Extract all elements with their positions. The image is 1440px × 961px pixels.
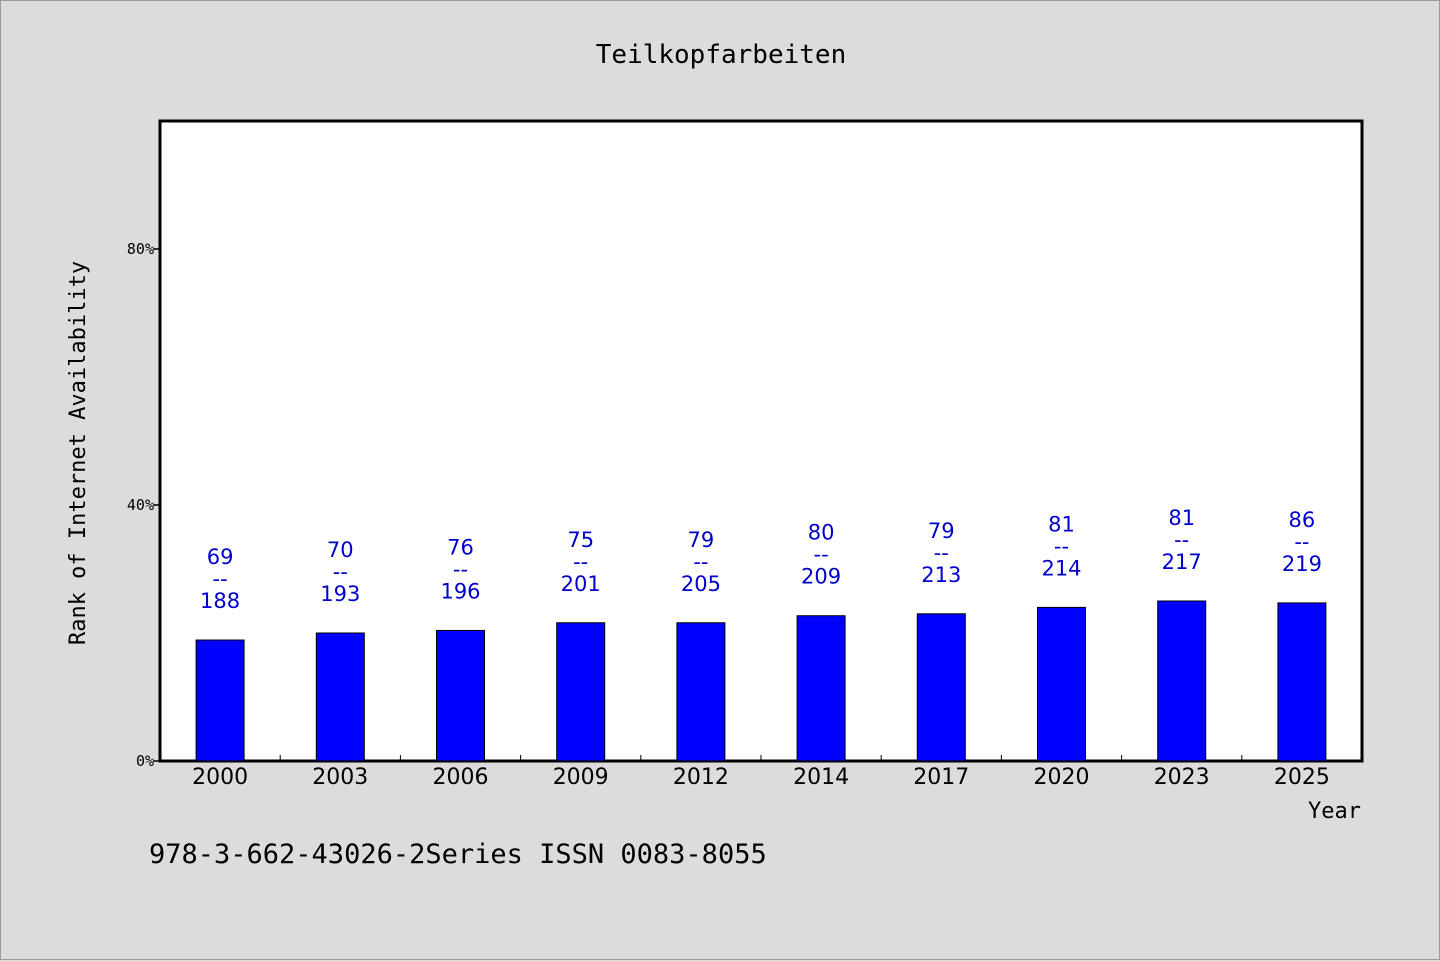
data-label-separator: -- xyxy=(333,560,348,584)
x-tick-label: 2023 xyxy=(1154,765,1210,790)
data-label-bottom: 213 xyxy=(921,563,961,587)
bars xyxy=(195,600,1327,762)
data-label-separator: -- xyxy=(1054,534,1069,558)
x-tick-label: 2014 xyxy=(793,765,849,790)
data-label-separator: -- xyxy=(453,557,468,581)
data-label-bottom: 217 xyxy=(1162,550,1202,574)
data-label-separator: -- xyxy=(1294,530,1309,554)
footer-text: 978-3-662-43026-2Series ISSN 0083-8055 xyxy=(149,839,767,870)
x-tick-label: 2025 xyxy=(1274,765,1330,790)
data-label-bottom: 209 xyxy=(801,565,841,589)
data-label-top: 70 xyxy=(327,538,354,562)
y-tick-label: 80% xyxy=(127,240,154,258)
y-tick-label: 0% xyxy=(136,752,154,770)
data-label-top: 81 xyxy=(1048,512,1075,536)
data-label-separator: -- xyxy=(213,567,228,591)
data-label-separator: -- xyxy=(814,543,829,567)
y-tick-label: 40% xyxy=(127,496,154,514)
data-label-bottom: 188 xyxy=(200,589,240,613)
data-label-top: 75 xyxy=(567,528,594,552)
x-tick-label: 2012 xyxy=(673,765,729,790)
bar-2006 xyxy=(436,629,485,762)
chart-title: Teilkopfarbeiten xyxy=(596,40,846,70)
data-label-top: 80 xyxy=(808,521,835,545)
data-labels: 69--18870--19376--19675--20179--20580--2… xyxy=(200,506,1322,613)
data-label-bottom: 196 xyxy=(440,579,480,603)
data-label-bottom: 219 xyxy=(1282,552,1322,576)
x-tick-label: 2006 xyxy=(433,765,489,790)
x-tick-label: 2009 xyxy=(553,765,609,790)
x-tick-label: 2017 xyxy=(913,765,969,790)
bar-2020 xyxy=(1037,606,1086,762)
bar-2025 xyxy=(1277,602,1327,762)
data-label-top: 76 xyxy=(447,535,474,559)
data-label-top: 79 xyxy=(688,528,715,552)
data-label-top: 79 xyxy=(928,519,955,543)
data-label-bottom: 205 xyxy=(681,572,721,596)
bar-2012 xyxy=(676,622,726,762)
bar-2014 xyxy=(796,615,846,762)
data-label-separator: -- xyxy=(573,550,588,574)
data-label-separator: -- xyxy=(934,541,949,565)
data-label-bottom: 201 xyxy=(561,572,601,596)
x-tick-label: 2003 xyxy=(312,765,368,790)
bar-2009 xyxy=(556,622,606,762)
bar-2017 xyxy=(916,613,966,762)
x-tick-label: 2020 xyxy=(1034,765,1090,790)
data-label-separator: -- xyxy=(1174,528,1189,552)
bar-2000 xyxy=(195,639,245,762)
data-label-top: 86 xyxy=(1289,508,1316,532)
y-axis-label: Rank of Internet Availability xyxy=(66,261,91,645)
y-axis: 0% 40% 80% xyxy=(127,240,160,770)
data-label-bottom: 214 xyxy=(1041,556,1081,580)
data-label-top: 69 xyxy=(207,545,234,569)
data-label-top: 81 xyxy=(1168,506,1195,530)
x-axis: 2000 2003 2006 2009 2012 2014 2017 2020 2023 2025 xyxy=(192,755,1330,790)
x-axis-label: Year xyxy=(1308,799,1361,824)
bar-2023 xyxy=(1157,600,1207,762)
data-label-bottom: 193 xyxy=(320,582,360,606)
x-tick-label: 2000 xyxy=(192,765,248,790)
bar-2003 xyxy=(315,632,365,762)
data-label-separator: -- xyxy=(693,550,708,574)
